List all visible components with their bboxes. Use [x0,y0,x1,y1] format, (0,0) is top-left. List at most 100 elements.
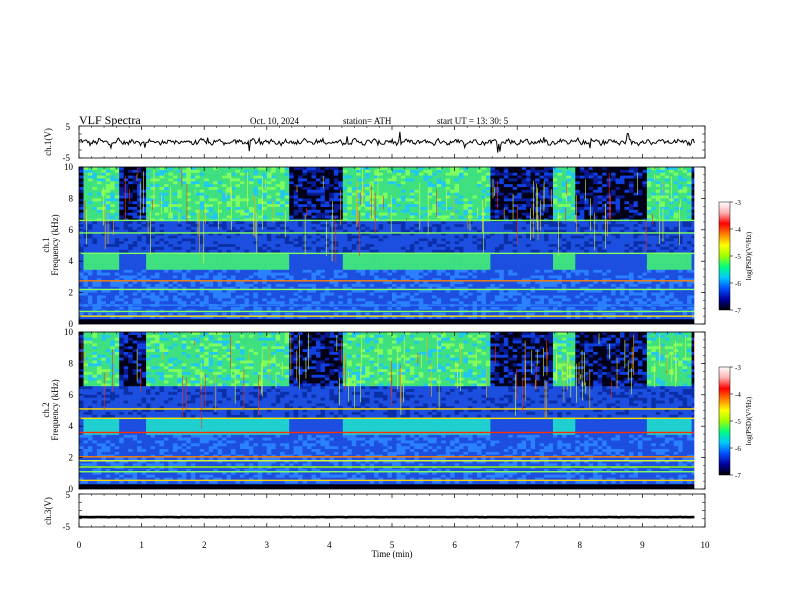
spectrogram-cell [199,289,205,293]
spectrogram-cell [316,189,321,193]
spectrogram-cell [226,252,232,256]
spectrogram-cell [316,275,321,279]
spectrogram-cell [445,201,451,205]
spectrogram-cell [369,167,375,171]
spectrogram-cell [114,209,120,213]
spectrogram-cell [231,172,236,176]
spectrogram-cell [441,232,446,236]
spectrogram-cell [441,187,446,191]
spectrogram-cell [204,286,209,291]
spectrogram-cell [351,264,357,268]
spectrogram-cell [324,266,330,271]
spectrogram-cell [240,189,245,193]
spectrogram-cell [365,281,370,285]
spectrogram-cell [414,181,420,185]
spectrogram-cell [137,192,142,196]
spectrogram-cell [123,266,129,271]
spectrogram-cell [248,315,254,319]
spectrogram-cell [164,192,169,196]
spectrogram-cell [436,212,442,216]
spectrogram-cell [307,246,312,251]
spectrogram-cell [418,181,424,185]
spectrogram-cell [101,224,107,228]
spectrogram-cell [119,175,124,179]
spectrogram-cell [244,281,250,285]
spectrogram-cell [311,215,317,219]
spectrogram-cell [477,235,482,239]
spectrogram-cell [374,289,379,293]
spectrogram-cell [79,266,84,271]
spectrogram-cell [392,261,397,265]
spectrogram-cell [302,306,308,311]
spectrogram-cell [338,246,344,251]
spectrogram-cell [177,181,183,185]
spectrogram-cell [101,278,107,282]
spectrogram-cell [378,238,384,242]
spectrogram-cell [119,284,124,288]
spectrogram-cell [289,315,294,319]
spectrogram-cell [342,175,348,179]
spectrogram-cell [257,255,263,259]
spectrogram-cell [271,178,277,182]
spectrogram-cell [137,169,142,174]
spectrogram-cell [248,178,254,182]
spectrogram-cell [468,252,473,256]
spectrogram-cell [427,272,433,276]
spectrogram-cell [159,275,165,279]
spectrogram-cell [387,255,393,259]
spectrogram-cell [159,246,165,251]
spectrogram-cell [342,195,348,199]
spectrogram-cell [123,232,129,236]
spectrogram-cell [92,192,98,196]
spectrogram-cell [253,224,259,228]
spectrogram-cell [342,235,348,239]
spectrogram-cell [222,249,227,253]
spectrogram-cell [195,272,201,276]
spectrogram-cell [351,258,357,262]
spectrogram-cell [468,192,473,196]
spectrogram-cell [414,224,420,228]
spectrogram-cell [298,207,303,211]
spectrogram-cell [257,266,263,271]
spectrogram-cell [333,198,339,202]
spectrogram-cell [450,298,455,302]
spectrogram-cell [414,272,420,276]
spectrogram-cell [262,258,268,262]
spectrogram-cell [445,212,451,216]
spectrogram-cell [280,246,285,251]
spectrogram-cell [284,264,290,268]
spectrogram-cell [96,212,102,216]
spectrogram-cell [96,167,102,171]
spectrogram-cell [186,187,192,191]
spectrogram-cell [159,298,165,302]
spectrogram-cell [289,212,294,216]
spectrogram-cell [141,244,147,248]
spectrogram-cell [199,246,205,251]
spectrogram-cell [311,238,317,242]
spectrogram-cell [289,281,294,285]
spectrogram-cell [248,221,254,225]
spectrogram-cell [199,264,205,268]
spectrogram-cell [459,264,464,268]
spectrogram-cell [374,212,379,216]
spectrogram-cell [472,241,478,245]
spectrogram-cell [333,292,339,296]
spectrogram-cell [186,252,192,256]
spectrogram-cell [441,255,446,259]
spectrogram-cell [177,258,183,262]
spectrogram-cell [324,295,330,299]
spectrogram-cell [159,272,165,276]
spectrogram-cell [105,189,111,193]
spectrogram-cell [240,255,245,259]
spectrogram-cell [400,272,406,276]
spectrogram-cell [396,264,402,268]
spectrogram-cell [463,209,469,213]
spectrogram-cell [400,192,406,196]
spectrogram-cell [450,235,455,239]
spectrogram-cell [168,295,174,299]
spectrogram-cell [253,204,259,208]
spectrogram-cell [79,298,84,302]
spectrogram-cell [172,306,178,311]
spectrogram-cell [190,295,196,299]
spectrogram-cell [463,249,469,253]
